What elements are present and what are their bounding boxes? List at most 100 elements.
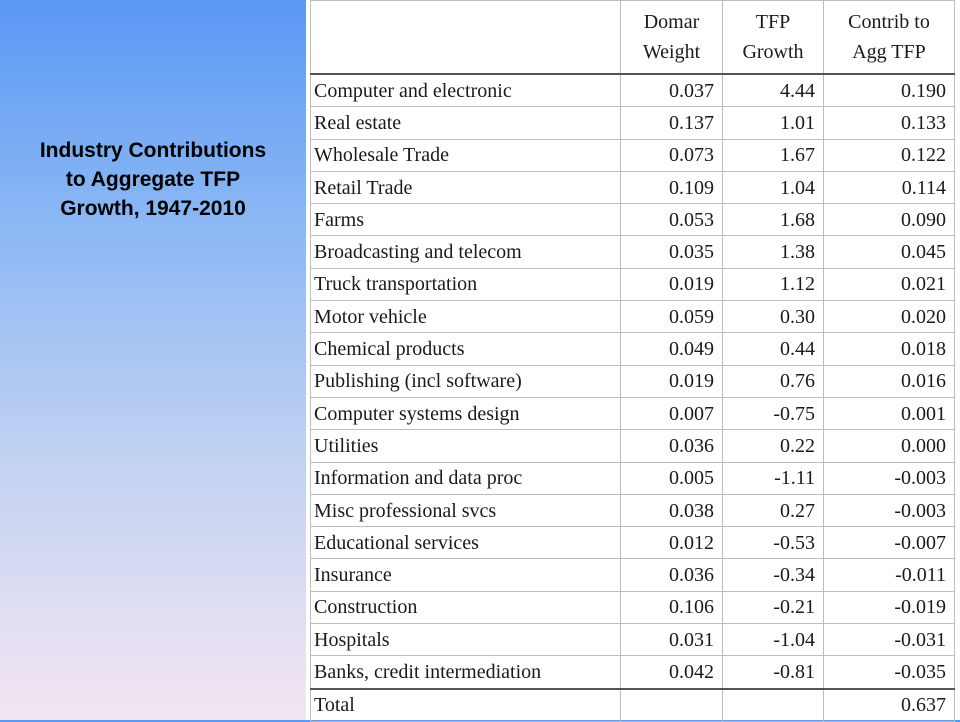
domar-weight-cell: 0.106 (620, 590, 723, 625)
tfp-growth-cell: 1.04 (722, 170, 824, 205)
domar-weight-cell: 0.049 (620, 332, 723, 366)
contrib-cell: 0.021 (823, 267, 955, 302)
contrib-cell: 0.001 (823, 396, 955, 431)
contrib-cell: -0.035 (823, 655, 955, 690)
contrib-cell: -0.007 (823, 526, 955, 560)
tfp-growth-cell: 1.38 (722, 235, 824, 269)
header-domar-weight: Domar Weight (620, 0, 723, 75)
contrib-cell: 0.020 (823, 300, 955, 334)
domar-weight-cell: 0.137 (620, 106, 723, 140)
contrib-cell: 0.122 (823, 138, 955, 172)
domar-weight-cell: 0.053 (620, 203, 723, 237)
contrib-cell: 0.018 (823, 332, 955, 366)
domar-weight-cell: 0.019 (620, 267, 723, 302)
industry-cell: Utilities (310, 429, 621, 463)
table-row: Computer systems design 0.007 -0.75 0.001 (310, 396, 955, 431)
header-row: Domar Weight TFP Growth Contrib to Agg T… (310, 0, 955, 75)
table-row: Construction 0.106 -0.21 -0.019 (310, 590, 955, 625)
table-row: Insurance 0.036 -0.34 -0.011 (310, 558, 955, 592)
table-row: Publishing (incl software) 0.019 0.76 0.016 (310, 364, 955, 398)
contrib-cell: -0.019 (823, 590, 955, 625)
domar-weight-cell: 0.042 (620, 655, 723, 690)
total-domar (620, 687, 723, 722)
tfp-growth-cell: 0.30 (722, 300, 824, 334)
tfp-growth-cell: 1.67 (722, 138, 824, 172)
table-row: Banks, credit intermediation 0.042 -0.81 -0… (310, 655, 955, 690)
industry-cell: Insurance (310, 558, 621, 592)
industry-cell: Motor vehicle (310, 300, 621, 334)
contrib-cell: -0.031 (823, 623, 955, 657)
domar-weight-cell: 0.036 (620, 558, 723, 592)
industry-cell: Educational services (310, 526, 621, 560)
domar-weight-cell: 0.037 (620, 73, 723, 108)
industry-cell: Broadcasting and telecom (310, 235, 621, 269)
tfp-growth-cell: -0.34 (722, 558, 824, 592)
industry-cell: Information and data proc (310, 461, 621, 495)
industry-cell: Computer systems design (310, 396, 621, 431)
tfp-growth-cell: 0.44 (722, 332, 824, 366)
table-row: Chemical products 0.049 0.44 0.018 (310, 332, 955, 366)
tfp-growth-cell: -0.53 (722, 526, 824, 560)
table-row: Information and data proc 0.005 -1.11 -0.00… (310, 461, 955, 495)
tfp-growth-cell: 1.68 (722, 203, 824, 237)
domar-weight-cell: 0.109 (620, 170, 723, 205)
contrib-cell: 0.190 (823, 73, 955, 108)
domar-weight-cell: 0.035 (620, 235, 723, 269)
industry-cell: Chemical products (310, 332, 621, 366)
domar-weight-cell: 0.036 (620, 429, 723, 463)
total-label: Total (310, 687, 621, 722)
table-row: Wholesale Trade 0.073 1.67 0.122 (310, 138, 955, 172)
tfp-growth-cell: -0.75 (722, 396, 824, 431)
domar-weight-cell: 0.019 (620, 364, 723, 398)
tfp-growth-cell: 4.44 (722, 73, 824, 108)
tfp-contributions-table: Domar Weight TFP Growth Contrib to Agg T… (310, 0, 955, 722)
tfp-growth-cell: 0.76 (722, 364, 824, 398)
industry-cell: Publishing (incl software) (310, 364, 621, 398)
contrib-cell: 0.133 (823, 106, 955, 140)
table-row: Retail Trade 0.109 1.04 0.114 (310, 170, 955, 205)
table-panel: Domar Weight TFP Growth Contrib to Agg T… (306, 0, 960, 722)
domar-weight-cell: 0.059 (620, 300, 723, 334)
industry-cell: Farms (310, 203, 621, 237)
industry-cell: Computer and electronic (310, 73, 621, 108)
industry-cell: Misc professional svcs (310, 493, 621, 528)
tfp-growth-cell: 0.22 (722, 429, 824, 463)
header-industry (310, 0, 621, 75)
tfp-growth-cell: -0.81 (722, 655, 824, 690)
contrib-cell: -0.011 (823, 558, 955, 592)
contrib-cell: 0.016 (823, 364, 955, 398)
contrib-cell: -0.003 (823, 461, 955, 495)
tfp-growth-cell: -0.21 (722, 590, 824, 625)
tfp-growth-cell: -1.04 (722, 623, 824, 657)
industry-cell: Retail Trade (310, 170, 621, 205)
title-line-3: Growth, 1947-2010 (60, 197, 246, 220)
tfp-growth-cell: -1.11 (722, 461, 824, 495)
tfp-growth-cell: 1.01 (722, 106, 824, 140)
total-contrib: 0.637 (823, 687, 955, 722)
contrib-cell: 0.090 (823, 203, 955, 237)
header-tfp-growth: TFP Growth (722, 0, 824, 75)
table-row: Educational services 0.012 -0.53 -0.007 (310, 526, 955, 560)
tfp-growth-cell: 0.27 (722, 493, 824, 528)
industry-cell: Truck transportation (310, 267, 621, 302)
contrib-cell: 0.045 (823, 235, 955, 269)
table-row: Truck transportation 0.019 1.12 0.021 (310, 267, 955, 302)
table-row: Broadcasting and telecom 0.035 1.38 0.045 (310, 235, 955, 269)
table-row: Farms 0.053 1.68 0.090 (310, 203, 955, 237)
table-row: Real estate 0.137 1.01 0.133 (310, 106, 955, 140)
table-row: Motor vehicle 0.059 0.30 0.020 (310, 300, 955, 334)
title-line-2: to Aggregate TFP (65, 168, 241, 191)
domar-weight-cell: 0.073 (620, 138, 723, 172)
tfp-growth-cell: 1.12 (722, 267, 824, 302)
total-tfp (722, 687, 824, 722)
domar-weight-cell: 0.007 (620, 396, 723, 431)
domar-weight-cell: 0.038 (620, 493, 723, 528)
industry-cell: Hospitals (310, 623, 621, 657)
industry-cell: Banks, credit intermediation (310, 655, 621, 690)
title-line-1: Industry Contributions (39, 139, 267, 162)
total-row: Total 0.637 (310, 687, 955, 722)
contrib-cell: 0.000 (823, 429, 955, 463)
industry-cell: Wholesale Trade (310, 138, 621, 172)
table-row: Misc professional svcs 0.038 0.27 -0.003 (310, 493, 955, 528)
domar-weight-cell: 0.031 (620, 623, 723, 657)
